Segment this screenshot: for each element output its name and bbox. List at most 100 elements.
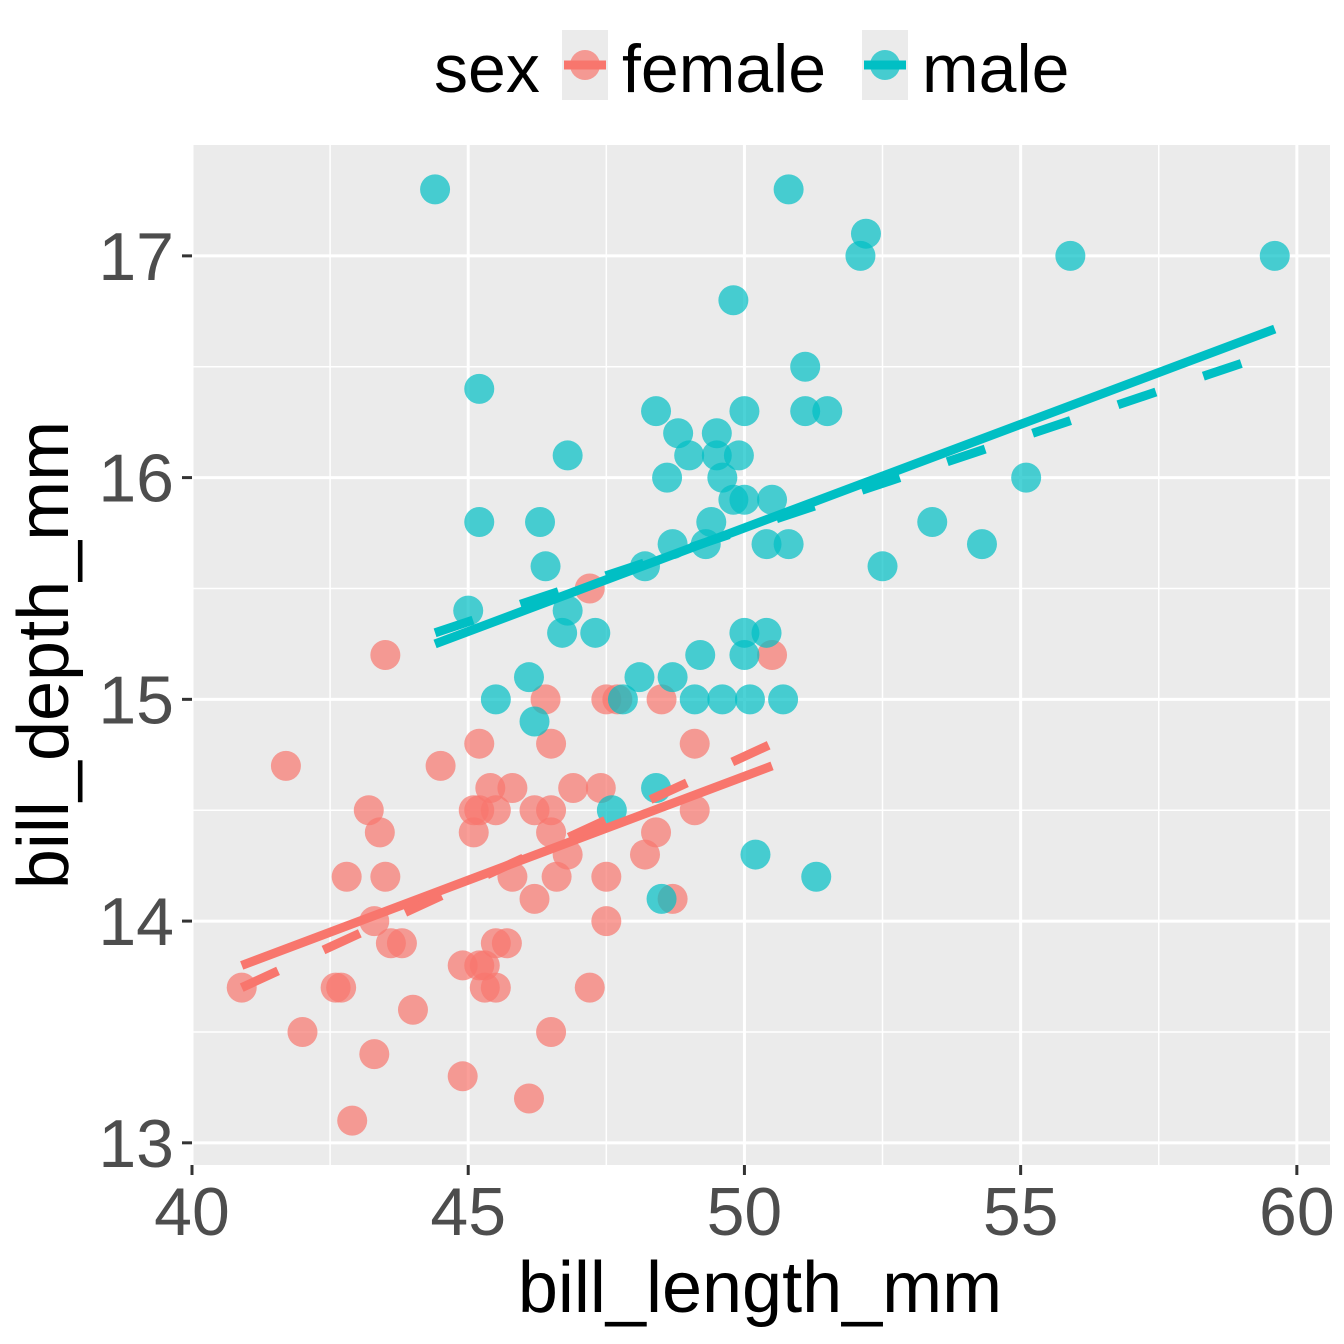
male-point: [525, 506, 556, 537]
female-point: [480, 972, 511, 1003]
male-point: [519, 706, 550, 737]
female-point: [541, 861, 572, 892]
male-point: [480, 684, 511, 715]
male-point: [607, 684, 638, 715]
male-point: [696, 506, 727, 537]
female-point: [536, 728, 567, 759]
male-point: [685, 640, 716, 670]
grid: [190, 145, 1330, 1165]
female-point: [646, 684, 677, 715]
female-point: [447, 1061, 478, 1092]
female-point: [574, 972, 605, 1003]
female-point: [425, 750, 456, 781]
female-point: [326, 972, 357, 1003]
male-point: [420, 174, 451, 205]
marks: [226, 174, 1290, 1136]
male-point: [464, 373, 495, 404]
male-point: [729, 396, 760, 427]
male-point: [773, 174, 804, 205]
y-tick-label: 16: [98, 441, 174, 517]
x-axis-title: bill_length_mm: [518, 1248, 1002, 1328]
male-point: [917, 506, 948, 537]
female-fit-line-dashed: [239, 739, 774, 992]
female-point: [397, 994, 428, 1025]
female-point: [558, 773, 589, 804]
female-point: [591, 906, 622, 937]
female-point: [591, 861, 622, 892]
male-point: [718, 285, 749, 316]
male-point: [773, 529, 804, 560]
male-fit-line-dashed: [433, 353, 1260, 638]
x-tick-label: 40: [154, 1174, 230, 1250]
y-tick-label: 15: [98, 662, 174, 738]
female-point: [287, 1016, 318, 1047]
female-point: [331, 861, 362, 892]
male-point: [1055, 240, 1086, 271]
x-tick-label: 60: [1259, 1174, 1335, 1250]
female-point: [536, 1016, 567, 1047]
male-point: [513, 662, 544, 693]
axes: 40 45 50 55 60 13 14 15 16 17: [98, 219, 1334, 1250]
female-point: [536, 817, 567, 848]
female-point: [513, 1083, 544, 1114]
male-point: [729, 484, 760, 515]
male-point: [624, 662, 655, 693]
female-point: [353, 795, 384, 826]
female-point: [629, 839, 660, 870]
x-tick-label: 45: [430, 1174, 506, 1250]
legend-label-male: male: [922, 31, 1069, 107]
female-point: [530, 684, 561, 715]
y-tick-label: 17: [98, 219, 174, 295]
male-point: [646, 883, 677, 914]
male-fit-line-solid: [433, 324, 1277, 649]
female-point: [386, 928, 417, 959]
male-point: [657, 662, 688, 693]
y-axis-title: bill_depth_mm: [4, 421, 84, 889]
male-point: [790, 351, 821, 382]
male-point: [580, 617, 611, 648]
male-point: [552, 595, 583, 626]
male-point: [757, 484, 788, 515]
male-point: [679, 684, 710, 715]
male-point: [751, 617, 782, 648]
x-tick-label: 50: [707, 1174, 783, 1250]
male-point: [530, 551, 561, 582]
male-point: [751, 529, 782, 560]
male-point: [740, 839, 771, 870]
legend: sex female male: [434, 30, 1069, 107]
male-point: [453, 595, 484, 626]
male-point: [801, 861, 832, 892]
legend-title: sex: [434, 31, 540, 107]
male-point: [652, 462, 683, 493]
male-point: [850, 218, 881, 249]
male-point: [812, 396, 843, 427]
female-point: [585, 773, 616, 804]
male-point: [966, 529, 997, 560]
male-point: [596, 795, 627, 826]
female-point: [270, 750, 301, 781]
female-point: [370, 640, 401, 670]
female-point: [469, 950, 500, 981]
male-point: [464, 506, 495, 537]
female-point: [497, 773, 528, 804]
male-point: [707, 462, 738, 493]
female-point: [641, 817, 672, 848]
male-point: [768, 684, 799, 715]
female-point: [337, 1105, 368, 1136]
male-point: [641, 396, 672, 427]
y-tick-label: 13: [98, 1106, 174, 1182]
female-point: [679, 795, 710, 826]
male-point: [723, 440, 754, 471]
legend-label-female: female: [622, 31, 826, 107]
y-tick-label: 14: [98, 884, 174, 960]
male-point: [663, 418, 694, 449]
male-point: [734, 684, 765, 715]
female-point: [370, 861, 401, 892]
female-point: [480, 795, 511, 826]
female-point: [536, 795, 567, 826]
male-point: [867, 551, 898, 582]
male-point: [1259, 240, 1290, 271]
male-point: [552, 440, 583, 471]
male-point: [674, 440, 705, 471]
